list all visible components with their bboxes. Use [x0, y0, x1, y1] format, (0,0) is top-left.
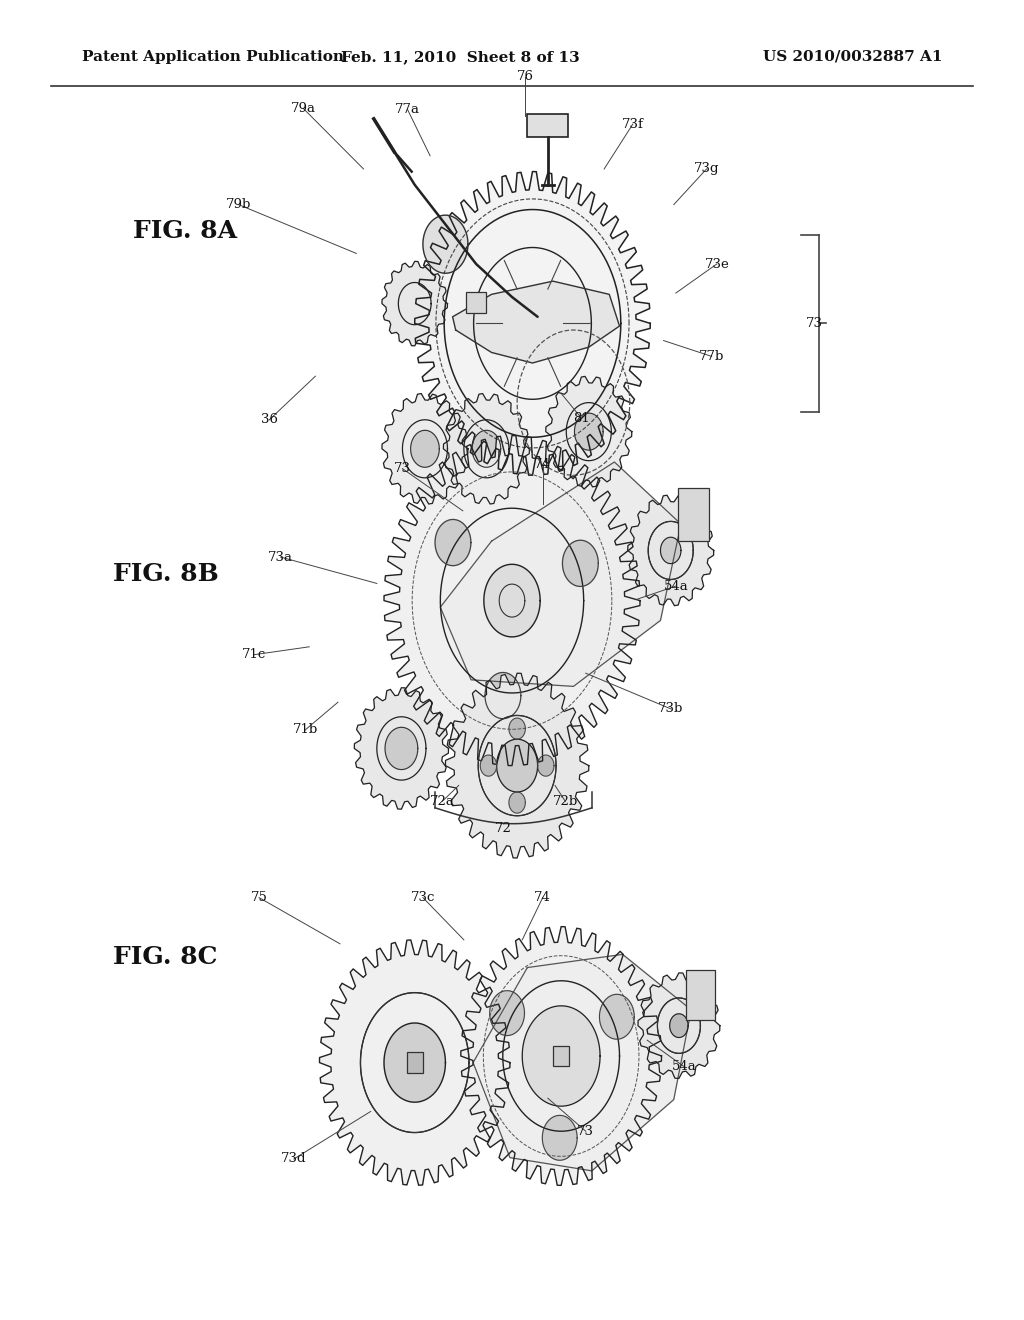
Text: 71b: 71b: [293, 723, 317, 737]
Text: 77b: 77b: [699, 350, 724, 363]
Polygon shape: [538, 755, 554, 776]
Text: 72b: 72b: [553, 795, 578, 808]
Polygon shape: [461, 927, 662, 1185]
Polygon shape: [445, 673, 589, 858]
Polygon shape: [382, 393, 468, 504]
Polygon shape: [453, 281, 620, 363]
Text: 73: 73: [806, 317, 822, 330]
Text: 81: 81: [573, 412, 590, 425]
Bar: [678, 488, 709, 541]
Text: 71c: 71c: [242, 648, 266, 661]
Text: 73c: 73c: [411, 891, 435, 904]
Polygon shape: [489, 991, 524, 1036]
Polygon shape: [574, 413, 603, 450]
Text: FIG. 8C: FIG. 8C: [113, 945, 217, 969]
Polygon shape: [497, 739, 538, 792]
Text: 74: 74: [535, 458, 551, 471]
Polygon shape: [415, 172, 650, 475]
Polygon shape: [435, 520, 471, 566]
Polygon shape: [660, 537, 681, 564]
Polygon shape: [472, 430, 501, 467]
Polygon shape: [384, 436, 640, 766]
Polygon shape: [440, 462, 681, 686]
Text: 36: 36: [261, 413, 278, 426]
Bar: [407, 1052, 423, 1073]
Text: 54a: 54a: [672, 1060, 696, 1073]
Text: 75: 75: [251, 891, 267, 904]
Polygon shape: [599, 994, 634, 1039]
Polygon shape: [562, 540, 598, 586]
Polygon shape: [385, 727, 418, 770]
Polygon shape: [485, 672, 521, 718]
Text: FIG. 8B: FIG. 8B: [113, 562, 218, 586]
Polygon shape: [543, 1115, 578, 1160]
Text: 73a: 73a: [268, 550, 293, 564]
Text: 73e: 73e: [705, 257, 729, 271]
Text: US 2010/0032887 A1: US 2010/0032887 A1: [763, 50, 942, 63]
Polygon shape: [382, 261, 447, 346]
Text: 79b: 79b: [226, 198, 251, 211]
Text: FIG. 8A: FIG. 8A: [133, 219, 238, 243]
Text: 73: 73: [394, 462, 411, 475]
Polygon shape: [522, 1006, 600, 1106]
Polygon shape: [638, 973, 720, 1078]
Polygon shape: [546, 376, 632, 487]
Text: 77a: 77a: [395, 103, 420, 116]
Bar: [527, 114, 568, 137]
Polygon shape: [670, 1014, 688, 1038]
Text: 73: 73: [578, 1125, 594, 1138]
Text: Feb. 11, 2010  Sheet 8 of 13: Feb. 11, 2010 Sheet 8 of 13: [341, 50, 581, 63]
Text: 74: 74: [535, 891, 551, 904]
Text: 73b: 73b: [658, 702, 683, 715]
Polygon shape: [354, 688, 449, 809]
Polygon shape: [443, 393, 529, 504]
Text: 54a: 54a: [664, 579, 688, 593]
Polygon shape: [384, 1023, 445, 1102]
Text: 72: 72: [496, 822, 512, 836]
Text: 76: 76: [517, 70, 534, 83]
Polygon shape: [319, 940, 510, 1185]
Polygon shape: [473, 954, 691, 1171]
Polygon shape: [480, 755, 497, 776]
Text: 73d: 73d: [282, 1152, 306, 1166]
Polygon shape: [628, 495, 714, 606]
Bar: [466, 292, 486, 313]
Text: 73g: 73g: [694, 162, 719, 176]
Polygon shape: [509, 718, 525, 739]
Polygon shape: [484, 565, 541, 636]
Text: 73f: 73f: [622, 117, 644, 131]
Text: Patent Application Publication: Patent Application Publication: [82, 50, 344, 63]
Polygon shape: [509, 792, 525, 813]
Text: 72a: 72a: [430, 795, 455, 808]
Polygon shape: [423, 215, 468, 273]
Text: 79a: 79a: [291, 102, 315, 115]
Bar: [686, 970, 715, 1020]
Polygon shape: [411, 430, 439, 467]
Bar: [554, 1045, 569, 1067]
